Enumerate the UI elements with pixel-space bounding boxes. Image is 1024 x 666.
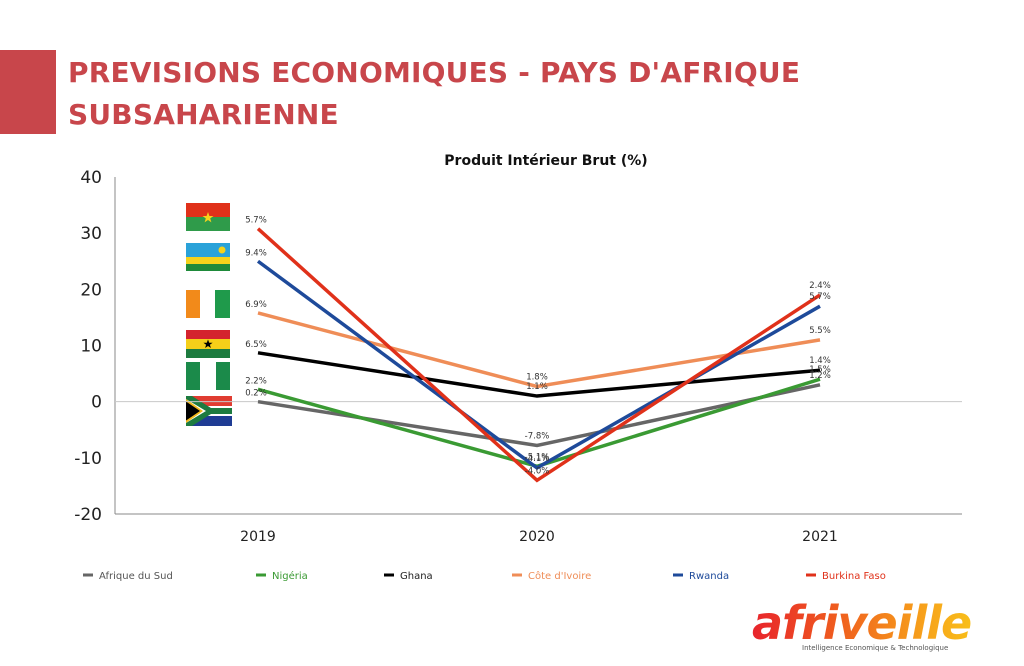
page-title: PREVISIONS ECONOMIQUES - PAYS D'AFRIQUE … [68,52,828,136]
data-label: 6.9% [245,300,267,310]
data-label: 5.7% [809,292,831,302]
data-label: 5.7% [245,216,267,226]
cote-divoire-flag-icon [186,290,230,318]
x-tick-label: 2020 [519,529,555,545]
logo-tagline: Intelligence Economique & Technologique [802,644,949,652]
data-label: 1.4% [809,356,831,366]
data-label: 1.1% [526,382,548,392]
data-label: 0.2% [245,389,267,399]
data-label: -5.1% [525,452,550,462]
y-tick-label: 40 [80,168,102,188]
rwanda-flag-icon [186,243,230,271]
data-label: -4.0% [525,466,550,476]
data-label: 9.4% [245,248,267,258]
x-tick-label: 2021 [802,529,838,545]
page-title-line-1: PREVISIONS ECONOMIQUES - PAYS D'AFRIQUE [68,56,801,89]
data-label: 1.2% [809,371,831,381]
burkina-faso-flag-icon [186,203,230,231]
afriveille-logo: afriveille Intelligence Economique & Tec… [752,598,982,658]
chart-title: Produit Intérieur Brut (%) [444,153,647,169]
y-tick-label: 10 [80,337,102,357]
legend-label: Côte d'Ivoire [528,570,591,582]
logo-text: afriveille [752,598,982,648]
y-tick-label: 0 [91,393,102,413]
legend-label: Burkina Faso [822,571,886,582]
data-label: 1.8% [526,373,548,383]
flag-column [186,203,232,426]
legend-label: Rwanda [689,571,729,582]
y-tick-label: -10 [74,449,102,469]
legend-label: Ghana [400,571,433,582]
south-africa-flag-icon [186,396,232,426]
page-title-line-2: SUBSAHARIENNE [68,98,339,131]
series-line [257,351,821,398]
data-label: 5.5% [809,326,831,336]
legend-label: Afrique du Sud [99,571,173,582]
data-label: 6.5% [245,340,267,350]
accent-bar [0,50,56,134]
series-line [256,227,821,483]
y-tick-label: 20 [80,280,102,300]
y-tick-label: 30 [80,224,102,244]
x-tick-label: 2019 [240,529,276,545]
legend-label: Nigéria [272,570,308,582]
data-label: 1.5% [809,365,831,375]
series-line [256,259,821,471]
data-label: 2.2% [245,376,267,386]
data-label: -4.1% [525,454,550,464]
data-label: 2.4% [809,281,831,291]
data-label: -7.8% [525,431,550,441]
ghana-flag-icon [186,330,230,358]
y-tick-label: -20 [74,505,102,525]
nigeria-flag-icon [186,362,230,390]
